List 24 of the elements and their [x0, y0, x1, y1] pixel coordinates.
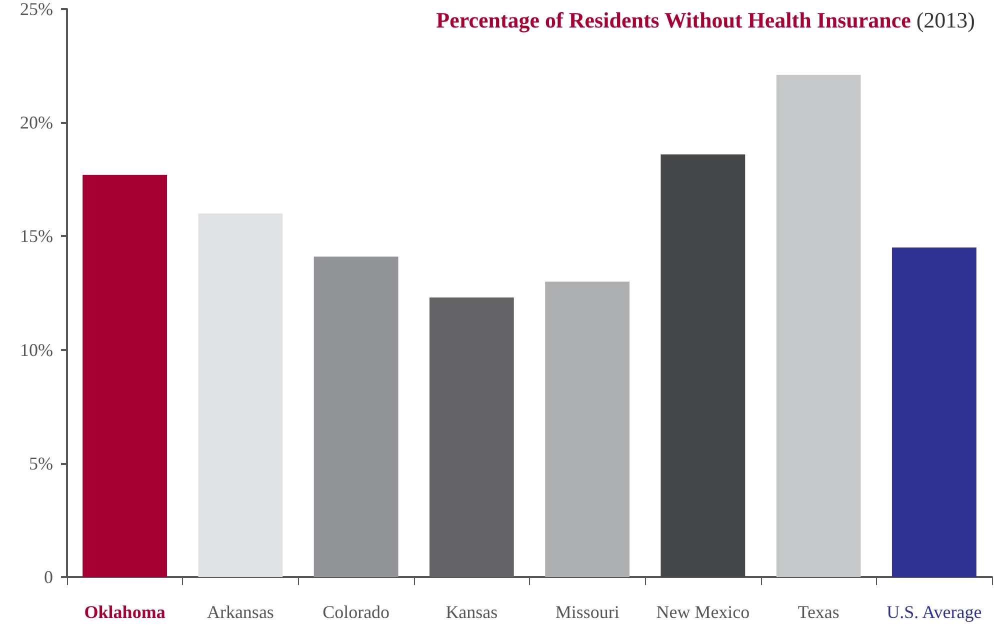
x-tick-label: U.S. Average	[886, 602, 982, 622]
bar	[82, 174, 168, 577]
y-tick-label: 5%	[29, 453, 53, 474]
y-tick-label: 10%	[20, 340, 53, 360]
chart-subtitle: (2013)	[916, 8, 976, 32]
bar	[660, 154, 746, 577]
bar	[314, 256, 398, 577]
y-tick-label: 15%	[20, 226, 53, 246]
x-tick-label: Missouri	[555, 602, 620, 622]
y-tick-label: 25%	[20, 0, 53, 19]
x-tick-label: Texas	[798, 602, 840, 622]
x-tick-label: Arkansas	[206, 602, 274, 622]
bar	[545, 282, 630, 577]
x-tick-label: Oklahoma	[84, 602, 166, 622]
x-tick-label: New Mexico	[656, 602, 750, 622]
bar	[429, 298, 514, 577]
chart-title: Percentage of Residents Without Health Insurance	[436, 8, 912, 32]
y-tick-label: 0	[44, 567, 53, 587]
bar	[892, 248, 976, 577]
bar	[198, 213, 283, 577]
y-tick-label: 20%	[20, 112, 53, 133]
x-tick-label: Colorado	[322, 602, 390, 622]
bar	[776, 74, 861, 577]
x-tick-label: Kansas	[446, 602, 498, 622]
